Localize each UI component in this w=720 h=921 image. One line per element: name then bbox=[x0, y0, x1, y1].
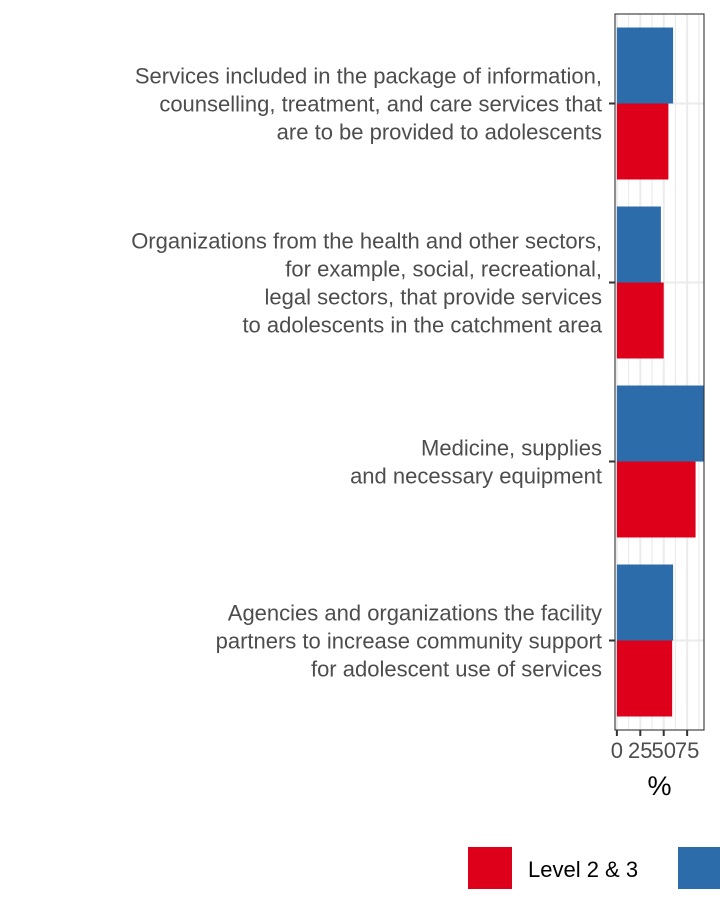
category-label: Services included in the package of info… bbox=[135, 64, 602, 145]
bar-series-2 bbox=[616, 27, 674, 104]
legend: Level 2 & 3 bbox=[468, 847, 720, 889]
x-tick-label: 75 bbox=[675, 738, 699, 763]
legend-swatch-series-2 bbox=[678, 847, 720, 889]
bar-level-2-3 bbox=[616, 461, 696, 538]
x-tick-label: 25 bbox=[628, 738, 652, 763]
bar-series-2 bbox=[616, 206, 661, 283]
bar-level-2-3 bbox=[616, 282, 664, 359]
bar-level-2-3 bbox=[616, 103, 669, 180]
x-tick-label: 0 bbox=[611, 738, 623, 763]
category-label: Agencies and organizations the facility p… bbox=[216, 601, 602, 682]
bar-level-2-3 bbox=[616, 640, 673, 717]
x-axis-title: % bbox=[647, 771, 671, 801]
category-label: Medicine, supplies and necessary equipmen… bbox=[350, 436, 602, 489]
legend-label-level-2-3: Level 2 & 3 bbox=[528, 857, 638, 882]
bar-series-2 bbox=[616, 385, 704, 462]
bar-series-2 bbox=[616, 564, 674, 641]
legend-swatch-level-2-3 bbox=[468, 847, 512, 889]
x-tick-label: 50 bbox=[651, 738, 675, 763]
category-labels: Services included in the package of info… bbox=[131, 64, 603, 682]
panel-border bbox=[614, 13, 705, 731]
category-label: Organizations from the health and other … bbox=[131, 229, 603, 338]
bars bbox=[616, 27, 704, 717]
